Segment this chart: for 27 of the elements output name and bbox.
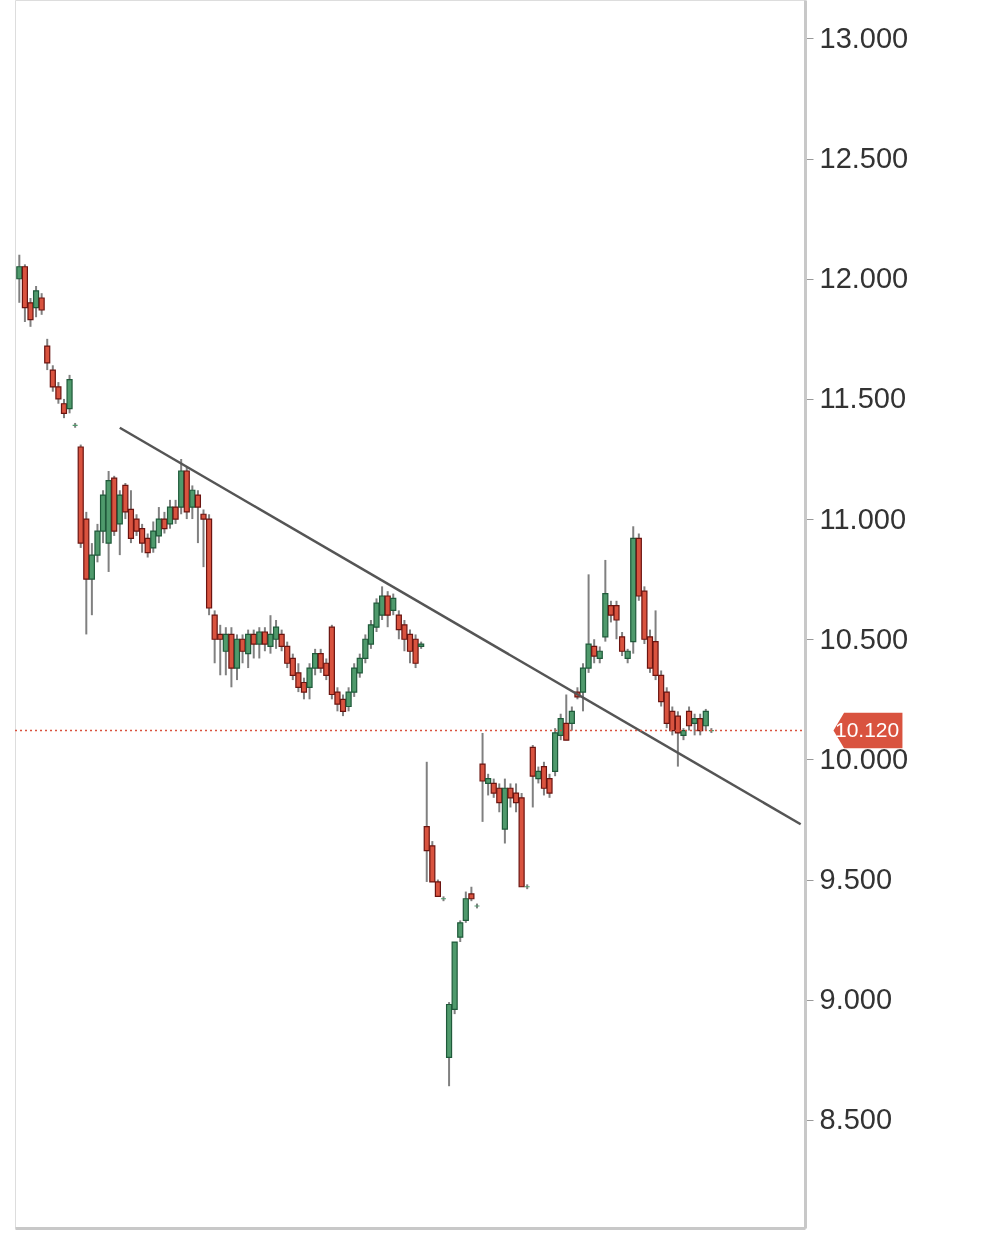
candlestick [618, 631, 626, 658]
candlestick [568, 705, 575, 732]
y-tick-label: 12.500 [819, 142, 909, 175]
candlestick [166, 498, 174, 530]
y-tick-label: 9.500 [819, 863, 893, 896]
ref-line-label: 10.120 [835, 717, 900, 741]
candlestick [44, 337, 51, 372]
candlestick [691, 712, 698, 737]
y-tick-label: 11.500 [819, 382, 907, 415]
candlestick [245, 628, 252, 670]
y-tick-label: 12.000 [819, 262, 909, 295]
candlestick [384, 590, 391, 629]
y-tick-label: 8.500 [819, 1103, 893, 1136]
y-tick-label: 10.000 [819, 742, 909, 775]
candlestick [16, 253, 23, 304]
candlestick [462, 890, 469, 924]
y-tick-label: 10.500 [819, 622, 909, 655]
candlestick [390, 592, 397, 617]
candlestick [256, 626, 263, 660]
y-tick-label: 11.000 [819, 502, 907, 535]
candlestick [479, 731, 486, 823]
candlestick [702, 707, 709, 732]
candlestick [239, 633, 246, 665]
y-tick-label: 9.000 [819, 983, 893, 1016]
candlestick [189, 484, 196, 521]
candlestick [591, 638, 598, 665]
y-tick-label: 13.000 [819, 21, 909, 54]
